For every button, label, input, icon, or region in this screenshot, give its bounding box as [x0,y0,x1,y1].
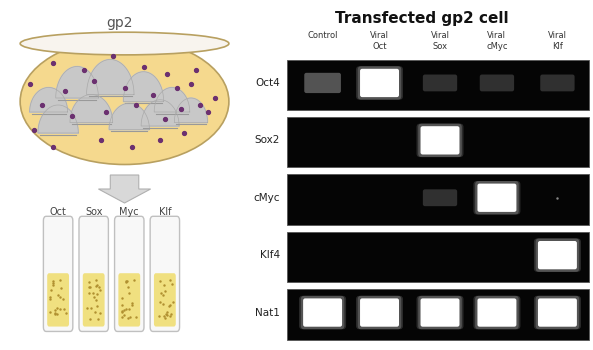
FancyBboxPatch shape [287,174,589,225]
FancyBboxPatch shape [358,66,401,100]
Polygon shape [123,72,164,102]
FancyBboxPatch shape [418,296,462,329]
Polygon shape [56,66,98,98]
FancyBboxPatch shape [79,216,109,331]
FancyBboxPatch shape [535,238,579,272]
FancyBboxPatch shape [299,296,346,329]
Text: Control: Control [307,32,338,41]
Text: Transfected gp2 cell: Transfected gp2 cell [336,10,509,26]
FancyBboxPatch shape [475,296,519,329]
FancyBboxPatch shape [83,273,104,327]
FancyBboxPatch shape [287,60,589,110]
FancyBboxPatch shape [154,273,176,327]
FancyBboxPatch shape [287,289,589,340]
FancyBboxPatch shape [360,299,399,327]
Polygon shape [87,60,134,94]
FancyBboxPatch shape [477,184,517,212]
FancyBboxPatch shape [538,299,577,327]
Text: Klf: Klf [158,207,171,217]
FancyBboxPatch shape [534,238,581,272]
Text: Oct4: Oct4 [255,78,280,88]
Text: Myc: Myc [119,207,139,217]
FancyBboxPatch shape [358,296,401,329]
FancyBboxPatch shape [43,216,73,331]
FancyBboxPatch shape [150,216,180,331]
Text: Viral
Oct: Viral Oct [370,32,389,51]
Text: gp2: gp2 [107,15,133,29]
FancyBboxPatch shape [360,69,399,97]
FancyBboxPatch shape [420,299,460,327]
Ellipse shape [20,38,229,164]
Polygon shape [98,175,151,203]
Text: Sox2: Sox2 [254,135,280,145]
Polygon shape [30,88,68,112]
FancyBboxPatch shape [47,273,69,327]
Text: Oct: Oct [50,207,66,217]
Polygon shape [38,105,78,133]
Polygon shape [141,100,179,126]
FancyBboxPatch shape [119,273,140,327]
Polygon shape [109,103,149,130]
FancyBboxPatch shape [534,296,581,329]
Text: Viral
cMyc: Viral cMyc [486,32,508,51]
FancyBboxPatch shape [304,73,341,93]
FancyBboxPatch shape [287,117,589,167]
FancyBboxPatch shape [538,241,577,269]
FancyBboxPatch shape [473,181,521,215]
FancyBboxPatch shape [356,296,403,329]
Text: Sox: Sox [85,207,103,217]
Polygon shape [174,98,208,122]
FancyBboxPatch shape [303,299,342,327]
FancyBboxPatch shape [420,126,460,154]
FancyBboxPatch shape [114,216,144,331]
Text: cMyc: cMyc [253,193,280,203]
FancyBboxPatch shape [535,296,579,329]
FancyBboxPatch shape [287,232,589,282]
FancyBboxPatch shape [356,66,403,100]
FancyBboxPatch shape [423,189,457,206]
Text: Klf4: Klf4 [260,250,280,260]
Ellipse shape [20,32,229,55]
FancyBboxPatch shape [473,296,521,329]
FancyBboxPatch shape [477,299,517,327]
FancyBboxPatch shape [423,75,457,91]
Polygon shape [70,94,113,122]
FancyBboxPatch shape [418,124,462,157]
FancyBboxPatch shape [301,296,345,329]
Text: Nat1: Nat1 [255,308,280,317]
Text: Viral
Klf: Viral Klf [548,32,567,51]
FancyBboxPatch shape [480,75,514,91]
FancyBboxPatch shape [416,124,464,157]
Text: Viral
Sox: Viral Sox [431,32,449,51]
Polygon shape [154,88,190,112]
FancyBboxPatch shape [540,75,575,91]
FancyBboxPatch shape [475,181,519,215]
FancyBboxPatch shape [416,296,464,329]
